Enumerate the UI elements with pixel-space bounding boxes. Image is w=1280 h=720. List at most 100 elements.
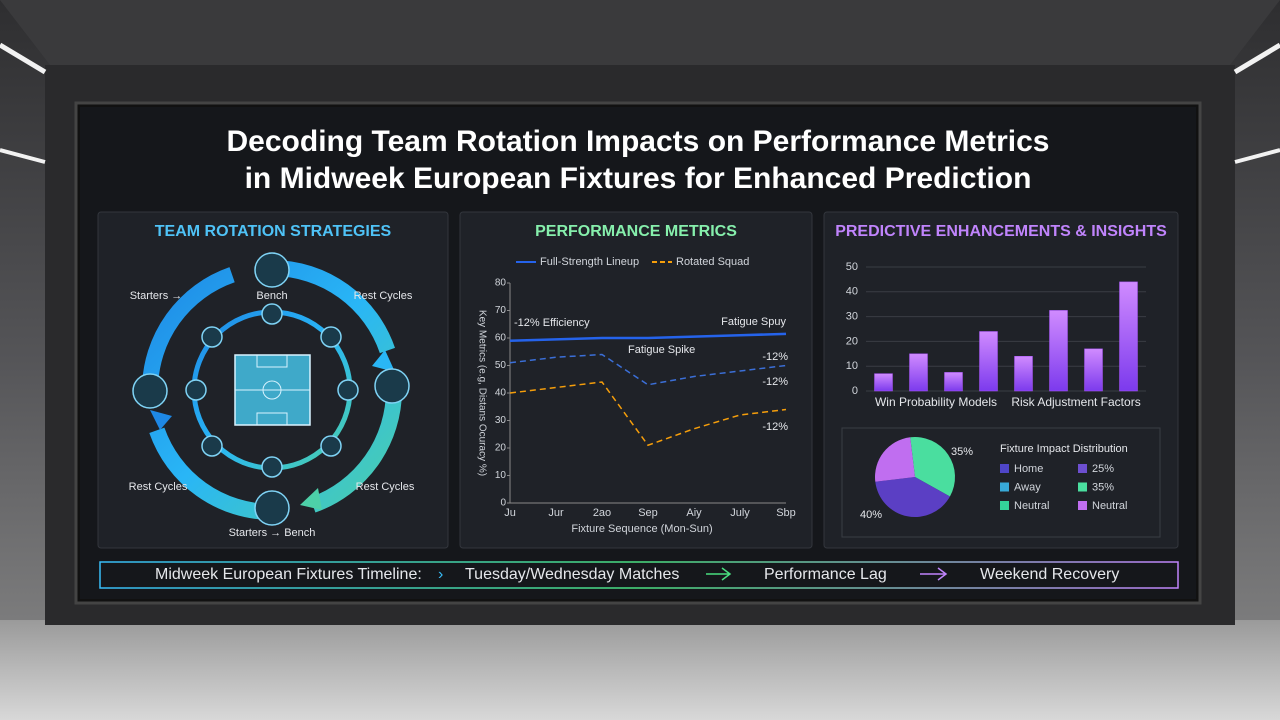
- timeline-chevron: ›: [438, 566, 443, 583]
- arrow-head: [372, 350, 395, 372]
- x-tick-label: Jur: [548, 507, 564, 519]
- group-label: Risk Adjustment Factors: [1011, 395, 1140, 409]
- player-icon: [132, 373, 168, 409]
- timeline-arrow: [920, 567, 948, 581]
- bar: [1014, 356, 1033, 392]
- light-strip: [1233, 42, 1280, 75]
- y-tick-label: 0: [500, 498, 506, 509]
- arrow-head: [300, 488, 322, 510]
- legend-swatch: [1078, 464, 1087, 473]
- player-icon: [261, 303, 283, 325]
- light-strip: [0, 148, 46, 164]
- annotation: -12%: [762, 421, 788, 433]
- arrow-head: [150, 410, 172, 430]
- legend-swatch: [1078, 482, 1087, 492]
- legend-label: Neutral: [1092, 500, 1127, 512]
- player-icon: [254, 490, 290, 526]
- pitch-box: [256, 412, 288, 426]
- title-line: Decoding Team Rotation Impacts on Perfor…: [227, 125, 1050, 158]
- legend-label: Home: [1014, 463, 1043, 475]
- pie-slice: [875, 437, 915, 482]
- rotation-label: Rest Cycles: [356, 481, 415, 493]
- y-tick-label: 70: [495, 305, 507, 316]
- player-icon: [254, 252, 290, 288]
- timeline-step: Tuesday/Wednesday Matches: [465, 566, 679, 583]
- group-label: Win Probability Models: [875, 395, 997, 409]
- pie-slice: [910, 437, 955, 497]
- legend-swatch: [1078, 501, 1087, 510]
- pitch-circle: [262, 380, 282, 400]
- timeline-bar: [99, 561, 1179, 589]
- player-icon: [320, 326, 342, 348]
- x-tick-label: Sbp: [776, 507, 796, 519]
- y-tick-label: 20: [846, 335, 858, 347]
- bar: [874, 373, 893, 392]
- x-tick-label: Ju: [504, 507, 516, 519]
- y-tick-label: 30: [846, 311, 858, 323]
- light-strip: [0, 42, 47, 75]
- y-tick-label: 0: [852, 385, 858, 397]
- x-tick-label: July: [730, 507, 750, 519]
- floor: [0, 620, 1280, 720]
- y-tick-label: 40: [495, 388, 507, 399]
- y-tick-label: 10: [846, 360, 858, 372]
- annotation: Fatigue Spuy: [721, 316, 786, 328]
- y-tick-label: 50: [495, 360, 507, 371]
- timeline-arrow: [706, 567, 732, 581]
- legend-label: Rotated Squad: [676, 256, 749, 268]
- rotation-label: Starters → Bench: [229, 527, 316, 539]
- y-tick-label: 10: [495, 470, 507, 481]
- bar: [1084, 348, 1103, 392]
- legend-label: 35%: [1092, 481, 1114, 493]
- y-axis-label: Key Metrics (e.g, Distans Ocuracy %): [476, 310, 487, 476]
- y-tick-label: 60: [495, 333, 507, 344]
- y-tick-label: 50: [846, 261, 858, 273]
- bar: [1049, 310, 1068, 392]
- series-line: [509, 353, 787, 386]
- player-icon: [320, 435, 342, 457]
- panel-heading: PERFORMANCE METRICS: [535, 223, 737, 240]
- legend-swatch: [1000, 482, 1009, 492]
- player-icon: [185, 379, 207, 401]
- rotation-label: Rest Cycles: [129, 481, 188, 493]
- player-icon: [261, 456, 283, 478]
- legend-swatch: [1000, 464, 1009, 473]
- x-axis-label: Fixture Sequence (Mon-Sun): [571, 523, 712, 535]
- bar: [944, 372, 963, 392]
- slice-label: 35%: [951, 446, 973, 458]
- pie-title: Fixture Impact Distribution: [1000, 443, 1128, 455]
- y-tick-label: 40: [846, 286, 858, 298]
- legend-label: Full-Strength Lineup: [540, 256, 639, 268]
- title-line: in Midweek European Fixtures for Enhance…: [245, 162, 1032, 195]
- annotation: -12% Efficiency: [514, 317, 590, 329]
- bar: [979, 331, 998, 392]
- y-tick-label: 30: [495, 415, 507, 426]
- panel-heading: PREDICTIVE ENHANCEMENTS & INSIGHTS: [835, 223, 1167, 240]
- legend-label: Away: [1014, 481, 1041, 493]
- series-line: [509, 332, 787, 342]
- panel: [459, 211, 813, 549]
- pitch-box: [256, 354, 288, 368]
- series-line: [509, 381, 787, 447]
- light-strip: [1234, 148, 1280, 164]
- rotation-label: Starters →: [130, 290, 183, 302]
- legend-swatch: [1000, 501, 1009, 510]
- y-tick-label: 20: [495, 443, 507, 454]
- slice-label: 40%: [860, 509, 882, 521]
- player-icon: [374, 368, 410, 404]
- bar: [1119, 281, 1138, 392]
- pie-slice: [875, 477, 950, 517]
- pie-panel: [841, 427, 1161, 538]
- rotation-diagram: [132, 252, 410, 526]
- y-tick-label: 80: [495, 278, 507, 289]
- legend-label: Neutral: [1014, 500, 1049, 512]
- x-tick-label: Aiy: [686, 507, 702, 519]
- timeline-step: Weekend Recovery: [980, 566, 1119, 583]
- annotation: -12%: [762, 351, 788, 363]
- bar: [909, 353, 928, 392]
- ceiling: [0, 0, 1280, 65]
- x-tick-label: 2ao: [593, 507, 611, 519]
- x-tick-label: Sep: [638, 507, 658, 519]
- player-icon: [201, 326, 223, 348]
